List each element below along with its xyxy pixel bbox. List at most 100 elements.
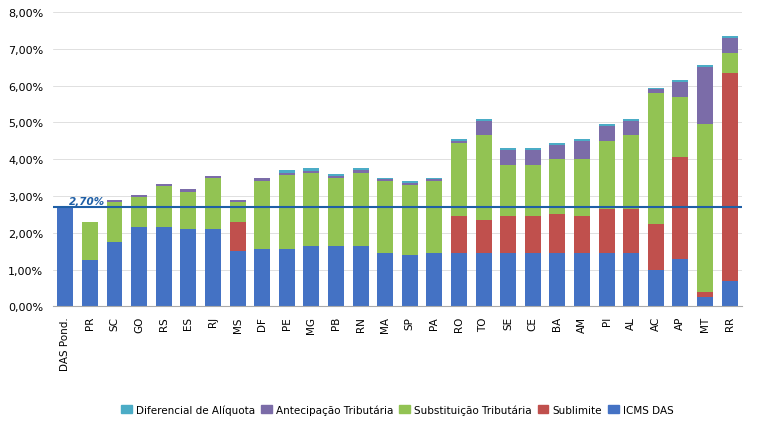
Bar [107,242,123,307]
Bar [648,224,664,270]
Bar [304,171,319,173]
Bar [525,166,540,217]
Bar [328,179,344,247]
Bar [599,141,615,209]
Bar [402,255,418,307]
Bar [156,187,172,227]
Bar [574,141,590,160]
Bar [451,254,467,307]
Bar [672,81,688,83]
Bar [697,66,713,68]
Bar [205,177,221,178]
Bar [599,209,615,254]
Bar [475,136,491,220]
Bar [82,261,98,307]
Bar [697,68,713,125]
Bar [475,121,491,136]
Bar [279,249,294,307]
Bar [574,254,590,307]
Bar [550,215,565,254]
Bar [377,180,393,182]
Bar [229,202,245,222]
Bar [721,39,737,53]
Bar [254,179,270,181]
Bar [599,125,615,127]
Bar [107,202,123,242]
Bar [402,184,418,186]
Bar [402,186,418,255]
Bar [648,270,664,307]
Bar [623,209,639,254]
Bar [672,83,688,98]
Bar [426,182,442,254]
Bar [721,281,737,307]
Bar [328,247,344,307]
Bar [697,297,713,307]
Bar [574,217,590,254]
Bar [426,180,442,182]
Bar [721,74,737,281]
Bar [623,121,639,136]
Bar [426,254,442,307]
Bar [205,178,221,230]
Bar [525,149,540,151]
Bar [180,230,196,307]
Bar [500,166,516,217]
Bar [82,222,98,261]
Bar [377,178,393,180]
Bar [525,151,540,166]
Bar [623,136,639,209]
Bar [353,171,369,173]
Bar [475,254,491,307]
Bar [550,145,565,160]
Bar [353,247,369,307]
Bar [279,176,294,249]
Bar [156,227,172,307]
Bar [475,120,491,121]
Bar [451,143,467,217]
Bar [254,181,270,249]
Bar [107,200,123,202]
Bar [623,120,639,121]
Bar [451,140,467,141]
Bar [672,259,688,307]
Bar [180,189,196,193]
Bar [721,53,737,74]
Bar [599,127,615,141]
Bar [279,173,294,176]
Bar [525,254,540,307]
Bar [353,173,369,247]
Bar [254,249,270,307]
Bar [131,227,147,307]
Legend: Diferencial de Alíquota, Antecipação Tributária, Substituição Tributária, Sublim: Diferencial de Alíquota, Antecipação Tri… [117,400,678,419]
Bar [229,251,245,307]
Bar [721,37,737,39]
Bar [451,141,467,143]
Bar [648,90,664,94]
Bar [500,254,516,307]
Bar [574,160,590,217]
Bar [550,160,565,215]
Bar [279,171,294,173]
Bar [550,143,565,145]
Bar [500,151,516,166]
Bar [697,125,713,292]
Bar [304,247,319,307]
Bar [648,88,664,90]
Bar [304,173,319,247]
Bar [697,292,713,297]
Bar [574,140,590,141]
Bar [672,158,688,259]
Bar [402,182,418,184]
Bar [475,220,491,254]
Bar [180,193,196,230]
Bar [131,196,147,198]
Bar [229,222,245,251]
Bar [328,177,344,179]
Bar [377,182,393,254]
Bar [328,174,344,177]
Bar [451,217,467,254]
Bar [377,254,393,307]
Bar [500,217,516,254]
Bar [623,254,639,307]
